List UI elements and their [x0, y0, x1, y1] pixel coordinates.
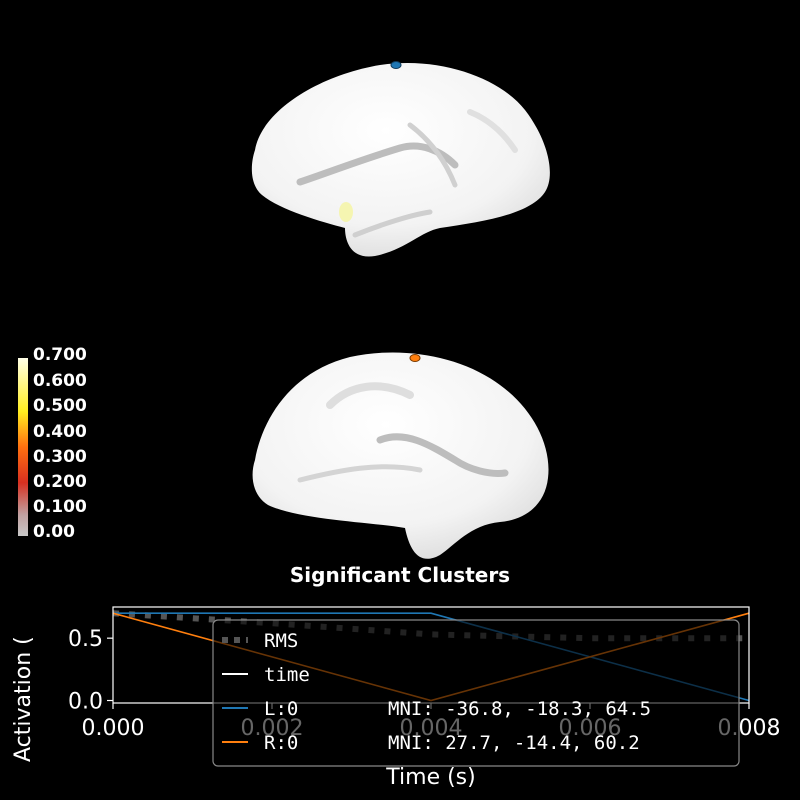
legend: RMS time L:0 MNI: -36.8, -18.3, 64.5 R:0 MNI:… [212, 619, 740, 767]
chart-title: Significant Clusters [289, 563, 511, 587]
colorbar-tick: 0.200 [33, 472, 87, 492]
colorbar-tick: 0.00 [33, 522, 75, 542]
x-axis-label: Time (s) [385, 765, 475, 790]
legend-label: L:0 [264, 698, 298, 720]
left-cluster-marker [390, 61, 402, 69]
legend-label: R:0 [264, 732, 298, 754]
y-tick-label: 0.0 [68, 690, 103, 715]
colorbar-tick: 0.700 [33, 345, 87, 365]
colorbar-tick: 0.100 [33, 497, 87, 517]
colorbar-tick: 0.600 [33, 371, 87, 391]
right-cluster-marker [409, 354, 421, 362]
activation-blob-left [339, 202, 353, 222]
legend-mni-coords: MNI: -36.8, -18.3, 64.5 [388, 698, 651, 720]
left-hemisphere [251, 61, 550, 257]
right-hemisphere [252, 352, 549, 559]
colorbar-tick: 0.500 [33, 396, 87, 416]
x-tick-label: 0.000 [82, 716, 145, 741]
y-axis-label: Activation ( [11, 636, 36, 762]
legend-label: time [264, 664, 310, 686]
y-tick-label: 0.5 [68, 627, 103, 652]
colorbar [18, 358, 28, 536]
legend-box [212, 619, 740, 767]
legend-label: RMS [264, 630, 298, 652]
legend-mni-coords: MNI: 27.7, -14.4, 60.2 [388, 732, 640, 754]
colorbar-tick: 0.300 [33, 447, 87, 467]
colorbar-tick: 0.400 [33, 422, 87, 442]
